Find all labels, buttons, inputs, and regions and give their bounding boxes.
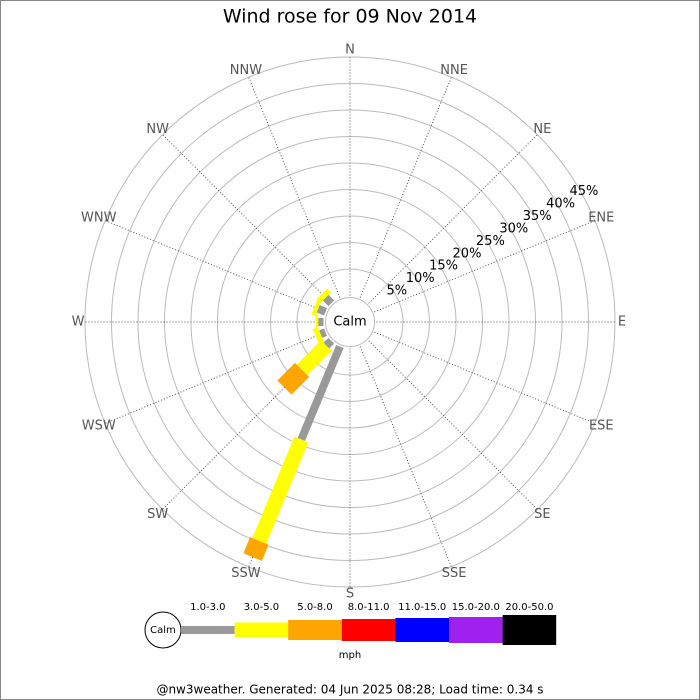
spoke [374,220,596,313]
ring [270,242,430,402]
ring-label: 15% [429,259,458,274]
spoke [368,134,538,304]
calm-circle [325,297,375,347]
legend-swatch [288,620,342,640]
direction-label: SSE [442,566,467,581]
legend-label: 1.0-3.0 [190,602,225,613]
legend-label: 11.0-15.0 [398,602,446,613]
legend-swatch [181,626,235,634]
ring [84,56,616,588]
bar-segment [297,344,344,442]
direction-label: WNW [81,210,117,225]
bar-segment [316,288,331,303]
legend-swatch [449,617,503,643]
legend-label: 15.0-20.0 [452,602,500,613]
chart-title: Wind rose for 09 Nov 2014 [223,6,477,28]
spoke [359,76,452,298]
footer: @nw3weather. Generated: 04 Jun 2025 08:2… [156,683,543,697]
direction-label: SW [147,507,168,522]
bar-segment [319,328,328,338]
calm-label: Calm [333,315,366,330]
bar-segment [311,300,322,316]
spoke [359,346,452,568]
direction-label: NW [146,122,169,137]
ring [243,215,457,429]
bar-segment [243,537,269,561]
ring-label: 5% [386,284,407,299]
direction-label: S [346,587,354,602]
direction-label: NNE [440,63,468,78]
direction-label: W [72,315,85,330]
unit-label: mph [339,650,361,661]
bar-segment [316,305,328,316]
legend-swatch [234,622,289,638]
legend-calm-label: Calm [150,625,176,636]
legend-swatch [341,619,396,641]
legend-label: 5.0-8.0 [297,602,332,613]
spoke [248,76,341,298]
ring-label: 10% [406,271,435,286]
legend-swatch [502,615,557,645]
direction-label: E [618,315,626,330]
spoke [374,331,596,424]
bar-segment [323,337,335,349]
legend-label: 8.0-11.0 [348,602,390,613]
spoke [162,134,332,304]
spoke [104,220,326,313]
direction-label: WSW [82,419,116,434]
spoke [104,331,326,424]
bar-segment [312,327,324,344]
ring [111,83,589,561]
ring-label: 20% [453,246,482,261]
ring [137,109,563,535]
ring-label: 30% [499,221,528,236]
direction-label: N [345,43,355,58]
legend-label: 3.0-5.0 [244,602,279,613]
ring-label: 45% [570,184,599,199]
bar-segment [252,436,309,544]
ring-label: 35% [523,209,552,224]
direction-label: SE [534,507,550,522]
ring-label: 40% [546,197,575,212]
direction-label: NNW [230,63,262,78]
ring-label: 25% [476,234,505,249]
direction-label: ENE [588,210,614,225]
bar-segment [277,362,310,395]
bar-segment [296,340,332,376]
legend-swatch [395,618,449,642]
bar-segment [315,314,319,330]
direction-label: SSW [231,566,261,581]
bar-segment [322,294,335,307]
legend-label: 20.0-50.0 [505,602,553,613]
spoke [368,340,538,510]
direction-label: ESE [589,419,614,434]
ring [296,268,404,376]
direction-label: NE [533,122,551,137]
bar-segment [318,318,324,326]
